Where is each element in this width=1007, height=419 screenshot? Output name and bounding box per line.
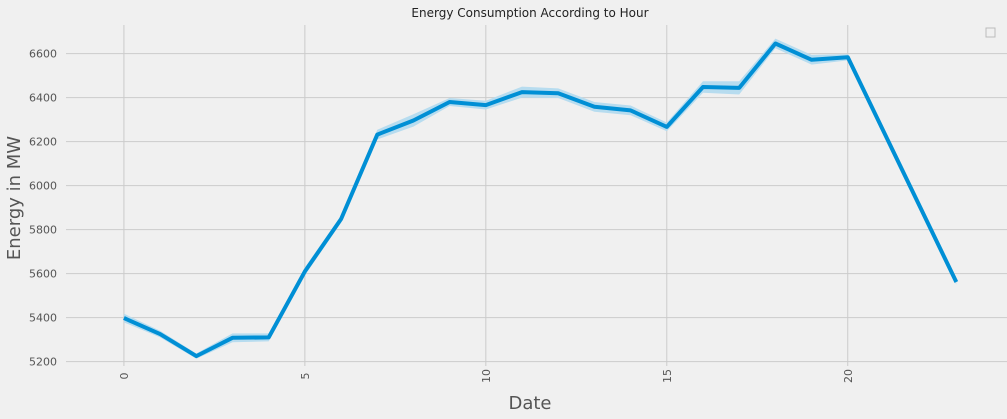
- y-tick-label: 5800: [29, 224, 57, 237]
- grid: [66, 25, 1007, 366]
- x-tick-label: 10: [480, 369, 493, 383]
- x-tick-label: 0: [118, 373, 131, 380]
- y-tick-label: 6200: [29, 136, 57, 149]
- series-line-layer: [123, 41, 959, 359]
- y-tick-label: 5600: [29, 268, 57, 281]
- y-axis-label: Energy in MW: [4, 136, 25, 260]
- y-tick-label: 5200: [29, 356, 57, 369]
- y-tick-label: 6400: [29, 92, 57, 105]
- tick-labels: 0 5 10 15 20 5200 5400 5600 5800 6000 6200 6400 6600: [29, 48, 855, 383]
- x-tick-label: 20: [842, 369, 855, 383]
- x-tick-label: 15: [661, 369, 674, 383]
- y-tick-label: 6600: [29, 48, 57, 61]
- series-line: [123, 41, 959, 359]
- x-tick-label: 5: [299, 373, 312, 380]
- chart-title: Energy Consumption According to Hour: [411, 6, 648, 20]
- x-axis-label: Date: [508, 393, 551, 414]
- y-tick-label: 5400: [29, 312, 57, 325]
- empty-legend-box: [985, 27, 996, 38]
- y-tick-label: 6000: [29, 180, 57, 193]
